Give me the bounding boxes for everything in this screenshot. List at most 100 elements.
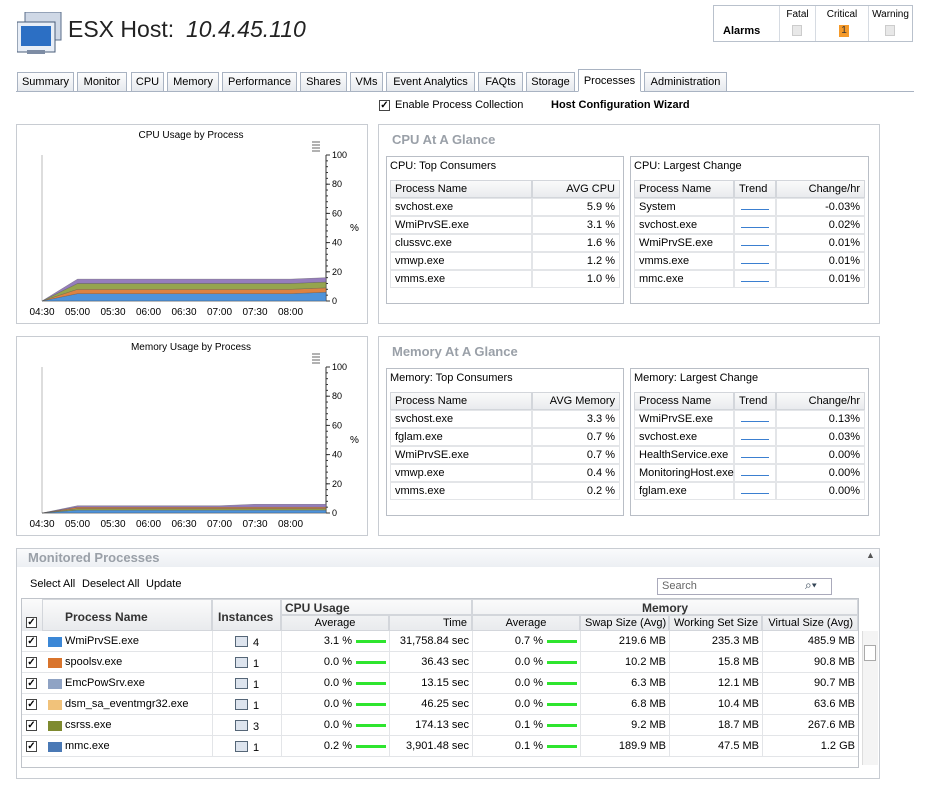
column-header: Instances	[212, 599, 281, 631]
table-cell: 0.02%	[776, 216, 865, 234]
tab[interactable]: Shares	[300, 72, 347, 91]
toolbar-button[interactable]: Deselect All	[82, 578, 140, 590]
process-name: WmiPrvSE.exe	[65, 635, 139, 647]
table-cell: 1.0 %	[532, 270, 620, 288]
cell-value: 12.1 MB	[718, 677, 759, 689]
cell-border	[762, 736, 763, 757]
cell-border	[281, 736, 282, 757]
table-cell: 0.01%	[776, 270, 865, 288]
table-cell: MonitoringHost.exe	[634, 464, 734, 482]
table-cell: 0.00%	[776, 464, 865, 482]
cell-value: 6.8 MB	[631, 698, 666, 710]
checkbox[interactable]: ✓	[26, 741, 37, 752]
cell-value: 9.2 MB	[631, 719, 666, 731]
monitored-panel	[16, 548, 880, 779]
process-name: dsm_sa_eventmgr32.exe	[65, 698, 189, 710]
column-header: Working Set Size	[669, 615, 762, 631]
tab[interactable]: CPU	[131, 72, 164, 91]
cell-value: 90.7 MB	[814, 677, 855, 689]
tab[interactable]: Processes	[578, 69, 641, 92]
cell-value: 0.1 %	[514, 740, 543, 752]
x-tick-label: 06:30	[171, 519, 196, 530]
chart-title: Memory Usage by Process	[131, 342, 251, 353]
checkbox[interactable]: ✓	[26, 699, 37, 710]
scrollbar[interactable]	[862, 631, 878, 765]
cell-value: 219.6 MB	[618, 635, 666, 647]
tab-baseline	[16, 91, 914, 92]
process-name: EmcPowSrv.exe	[65, 677, 145, 689]
column-header: Process Name	[390, 392, 532, 410]
table-cell: 0.01%	[776, 234, 865, 252]
tab[interactable]: Storage	[526, 72, 575, 91]
tab[interactable]: Performance	[222, 72, 297, 91]
checkbox[interactable]: ✓	[26, 657, 37, 668]
x-tick-label: 05:30	[100, 519, 125, 530]
alarm-empty	[792, 25, 802, 36]
usage-bar	[547, 745, 577, 748]
y-tick-label: 80	[332, 391, 342, 401]
table-cell: svchost.exe	[390, 198, 532, 216]
cell-value: 3.1 %	[323, 635, 352, 647]
tab[interactable]: Memory	[167, 72, 219, 91]
cell-border	[389, 631, 390, 652]
toolbar-button[interactable]: Select All	[30, 578, 76, 590]
wizard-link[interactable]: Host Configuration Wizard	[551, 99, 690, 111]
cell-value: 0.0 %	[514, 677, 543, 689]
checkbox[interactable]: ✓	[379, 100, 390, 111]
column-header: Swap Size (Avg)	[580, 615, 669, 631]
cell-border	[472, 736, 473, 757]
x-tick-label: 06:00	[136, 307, 161, 318]
alarm-critical-count: 1	[839, 25, 849, 37]
column-header: Change/hr	[776, 392, 865, 410]
instances-icon	[235, 678, 248, 689]
collapse-arrow[interactable]: ▲	[866, 550, 875, 560]
table-cell: 0.01%	[776, 252, 865, 270]
y-tick-label: 100	[332, 362, 347, 372]
tab[interactable]: FAQts	[478, 72, 523, 91]
table-cell: vmms.exe	[390, 270, 532, 288]
table-cell: 5.9 %	[532, 198, 620, 216]
tab[interactable]: Summary	[17, 72, 74, 91]
tab[interactable]: Event Analytics	[386, 72, 475, 91]
cell-border	[389, 736, 390, 757]
area-series	[41, 277, 327, 302]
alarm-column: Warning	[868, 6, 912, 41]
area-series	[41, 504, 327, 514]
x-tick-label: 06:00	[136, 519, 161, 530]
tab[interactable]: VMs	[350, 72, 383, 91]
x-tick-label: 05:00	[65, 519, 90, 530]
tab[interactable]: Administration	[644, 72, 727, 91]
process-name: mmc.exe	[65, 740, 110, 752]
search-box[interactable]: Search	[657, 578, 832, 595]
enable-collection-label[interactable]: Enable Process Collection	[395, 99, 524, 111]
cell-border	[472, 631, 473, 652]
toolbar-button[interactable]: Update	[146, 578, 182, 590]
process-color	[48, 721, 62, 731]
cell-border	[281, 694, 282, 715]
instances-count: 3	[253, 721, 260, 733]
scroll-thumb[interactable]	[864, 645, 876, 661]
trend-line	[741, 209, 769, 210]
cell-value: 90.8 MB	[814, 656, 855, 668]
y-axis-label: %	[350, 435, 359, 446]
y-tick-label: 60	[332, 420, 342, 430]
process-color	[48, 679, 62, 689]
x-tick-label: 07:00	[207, 307, 232, 318]
table-cell	[734, 446, 776, 464]
y-tick-label: 40	[332, 238, 342, 248]
trend-line	[741, 245, 769, 246]
checkbox[interactable]: ✓	[26, 678, 37, 689]
table-cell	[734, 270, 776, 288]
alarm-column: Critical	[815, 6, 868, 41]
checkbox[interactable]: ✓	[26, 617, 37, 628]
y-tick-label: 0	[332, 508, 337, 518]
trend-line	[741, 227, 769, 228]
cell-value: 0.2 %	[323, 740, 352, 752]
table-cell: 0.2 %	[532, 482, 620, 500]
column-header: Trend	[734, 180, 776, 198]
checkbox[interactable]: ✓	[26, 720, 37, 731]
host-address: 10.4.45.110	[186, 16, 306, 42]
tab[interactable]: Monitor	[77, 72, 127, 91]
checkbox[interactable]: ✓	[26, 636, 37, 647]
x-tick-label: 05:30	[100, 307, 125, 318]
